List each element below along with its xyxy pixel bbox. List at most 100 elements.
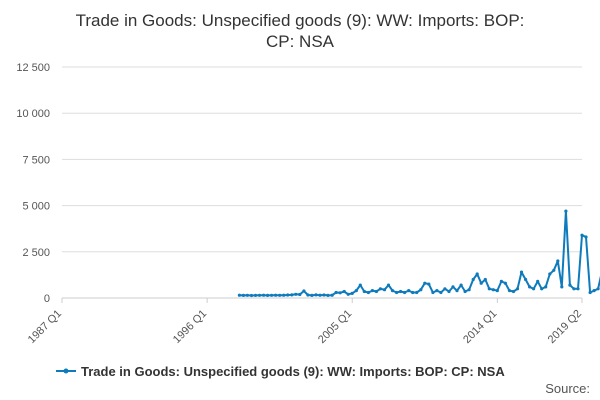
data-point[interactable] <box>237 293 241 297</box>
data-point[interactable] <box>451 285 455 289</box>
data-point[interactable] <box>471 277 475 282</box>
data-point[interactable] <box>354 289 358 293</box>
data-point[interactable] <box>270 293 274 297</box>
data-point[interactable] <box>294 292 298 296</box>
data-point[interactable] <box>266 293 270 297</box>
data-point[interactable] <box>536 279 540 283</box>
data-point[interactable] <box>302 289 306 293</box>
data-point[interactable] <box>495 289 499 293</box>
legend-point-marker <box>63 368 69 374</box>
data-point[interactable] <box>374 289 378 294</box>
data-point[interactable] <box>338 291 342 295</box>
data-point[interactable] <box>564 209 568 213</box>
data-point[interactable] <box>487 287 491 291</box>
data-point[interactable] <box>378 287 382 291</box>
data-point[interactable] <box>322 293 326 297</box>
data-point[interactable] <box>318 293 322 297</box>
data-point[interactable] <box>326 293 330 297</box>
data-point[interactable] <box>467 288 471 292</box>
data-point[interactable] <box>262 293 266 297</box>
data-point[interactable] <box>403 290 407 295</box>
data-point[interactable] <box>282 293 286 297</box>
data-point[interactable] <box>544 285 548 289</box>
data-point[interactable] <box>330 293 334 297</box>
data-point[interactable] <box>431 290 435 295</box>
data-point[interactable] <box>370 289 374 293</box>
data-point[interactable] <box>596 287 600 291</box>
chart-title-line-2: CP: NSA <box>266 32 335 51</box>
data-point[interactable] <box>479 281 483 285</box>
legend-label: Trade in Goods: Unspecified goods (9): W… <box>81 364 505 379</box>
data-point[interactable] <box>511 289 516 294</box>
data-point[interactable] <box>249 293 254 298</box>
data-point[interactable] <box>423 281 427 285</box>
data-point[interactable] <box>314 293 318 297</box>
data-point[interactable] <box>584 235 588 239</box>
x-tick-label: 1996 Q1 <box>171 308 209 346</box>
data-point[interactable] <box>552 268 556 272</box>
data-point[interactable] <box>366 290 370 295</box>
data-point[interactable] <box>592 289 596 293</box>
data-point[interactable] <box>286 293 290 297</box>
data-point[interactable] <box>342 289 346 294</box>
data-point[interactable] <box>568 283 572 287</box>
data-point[interactable] <box>419 288 423 292</box>
data-point[interactable] <box>298 292 302 297</box>
data-point[interactable] <box>507 289 511 293</box>
data-point[interactable] <box>290 293 294 297</box>
data-point[interactable] <box>382 288 387 292</box>
data-point[interactable] <box>540 287 544 291</box>
data-point[interactable] <box>427 282 431 286</box>
data-point[interactable] <box>576 287 580 291</box>
data-point[interactable] <box>503 281 507 285</box>
data-point[interactable] <box>524 277 528 282</box>
data-point[interactable] <box>415 290 419 295</box>
data-point[interactable] <box>278 293 282 297</box>
data-point[interactable] <box>515 287 520 291</box>
data-point[interactable] <box>548 272 552 276</box>
data-point[interactable] <box>463 289 467 294</box>
y-axis-ticks: 0 2 500 5 000 7 500 10 000 12 500 <box>16 62 50 305</box>
data-point[interactable] <box>274 293 278 297</box>
data-point[interactable] <box>435 289 439 293</box>
data-point[interactable] <box>443 287 447 291</box>
data-point[interactable] <box>588 290 592 295</box>
data-point[interactable] <box>455 289 459 293</box>
data-point[interactable] <box>580 233 584 237</box>
x-tick-label: 2019 Q2 <box>546 308 584 346</box>
data-point[interactable] <box>334 290 338 295</box>
data-point[interactable] <box>253 293 258 297</box>
data-point[interactable] <box>528 285 532 289</box>
data-point[interactable] <box>245 293 249 297</box>
data-point[interactable] <box>358 283 362 287</box>
y-tick-label: 12 500 <box>16 62 50 74</box>
data-point[interactable] <box>483 277 487 282</box>
data-point[interactable] <box>310 293 314 297</box>
data-point[interactable] <box>407 289 411 293</box>
data-point[interactable] <box>439 290 443 295</box>
data-point[interactable] <box>411 290 415 295</box>
legend[interactable]: Trade in Goods: Unspecified goods (9): W… <box>56 364 505 379</box>
y-tick-label: 5 000 <box>22 201 50 213</box>
data-point[interactable] <box>257 293 262 297</box>
data-point[interactable] <box>532 287 536 291</box>
data-point[interactable] <box>475 272 479 276</box>
data-point[interactable] <box>519 270 524 274</box>
data-point[interactable] <box>459 283 463 287</box>
data-point[interactable] <box>499 279 503 283</box>
data-point[interactable] <box>395 290 399 295</box>
source-label: Source: <box>545 381 590 396</box>
data-point[interactable] <box>390 289 395 293</box>
data-point[interactable] <box>386 283 391 287</box>
data-point[interactable] <box>447 289 451 294</box>
data-point[interactable] <box>556 259 560 263</box>
data-point[interactable] <box>399 289 403 294</box>
data-point[interactable] <box>560 285 564 289</box>
data-point[interactable] <box>350 291 354 295</box>
data-point[interactable] <box>306 293 310 297</box>
data-point[interactable] <box>362 289 366 294</box>
data-point[interactable] <box>241 293 245 297</box>
data-point[interactable] <box>491 288 495 292</box>
data-point[interactable] <box>572 287 576 291</box>
data-point[interactable] <box>346 292 350 296</box>
